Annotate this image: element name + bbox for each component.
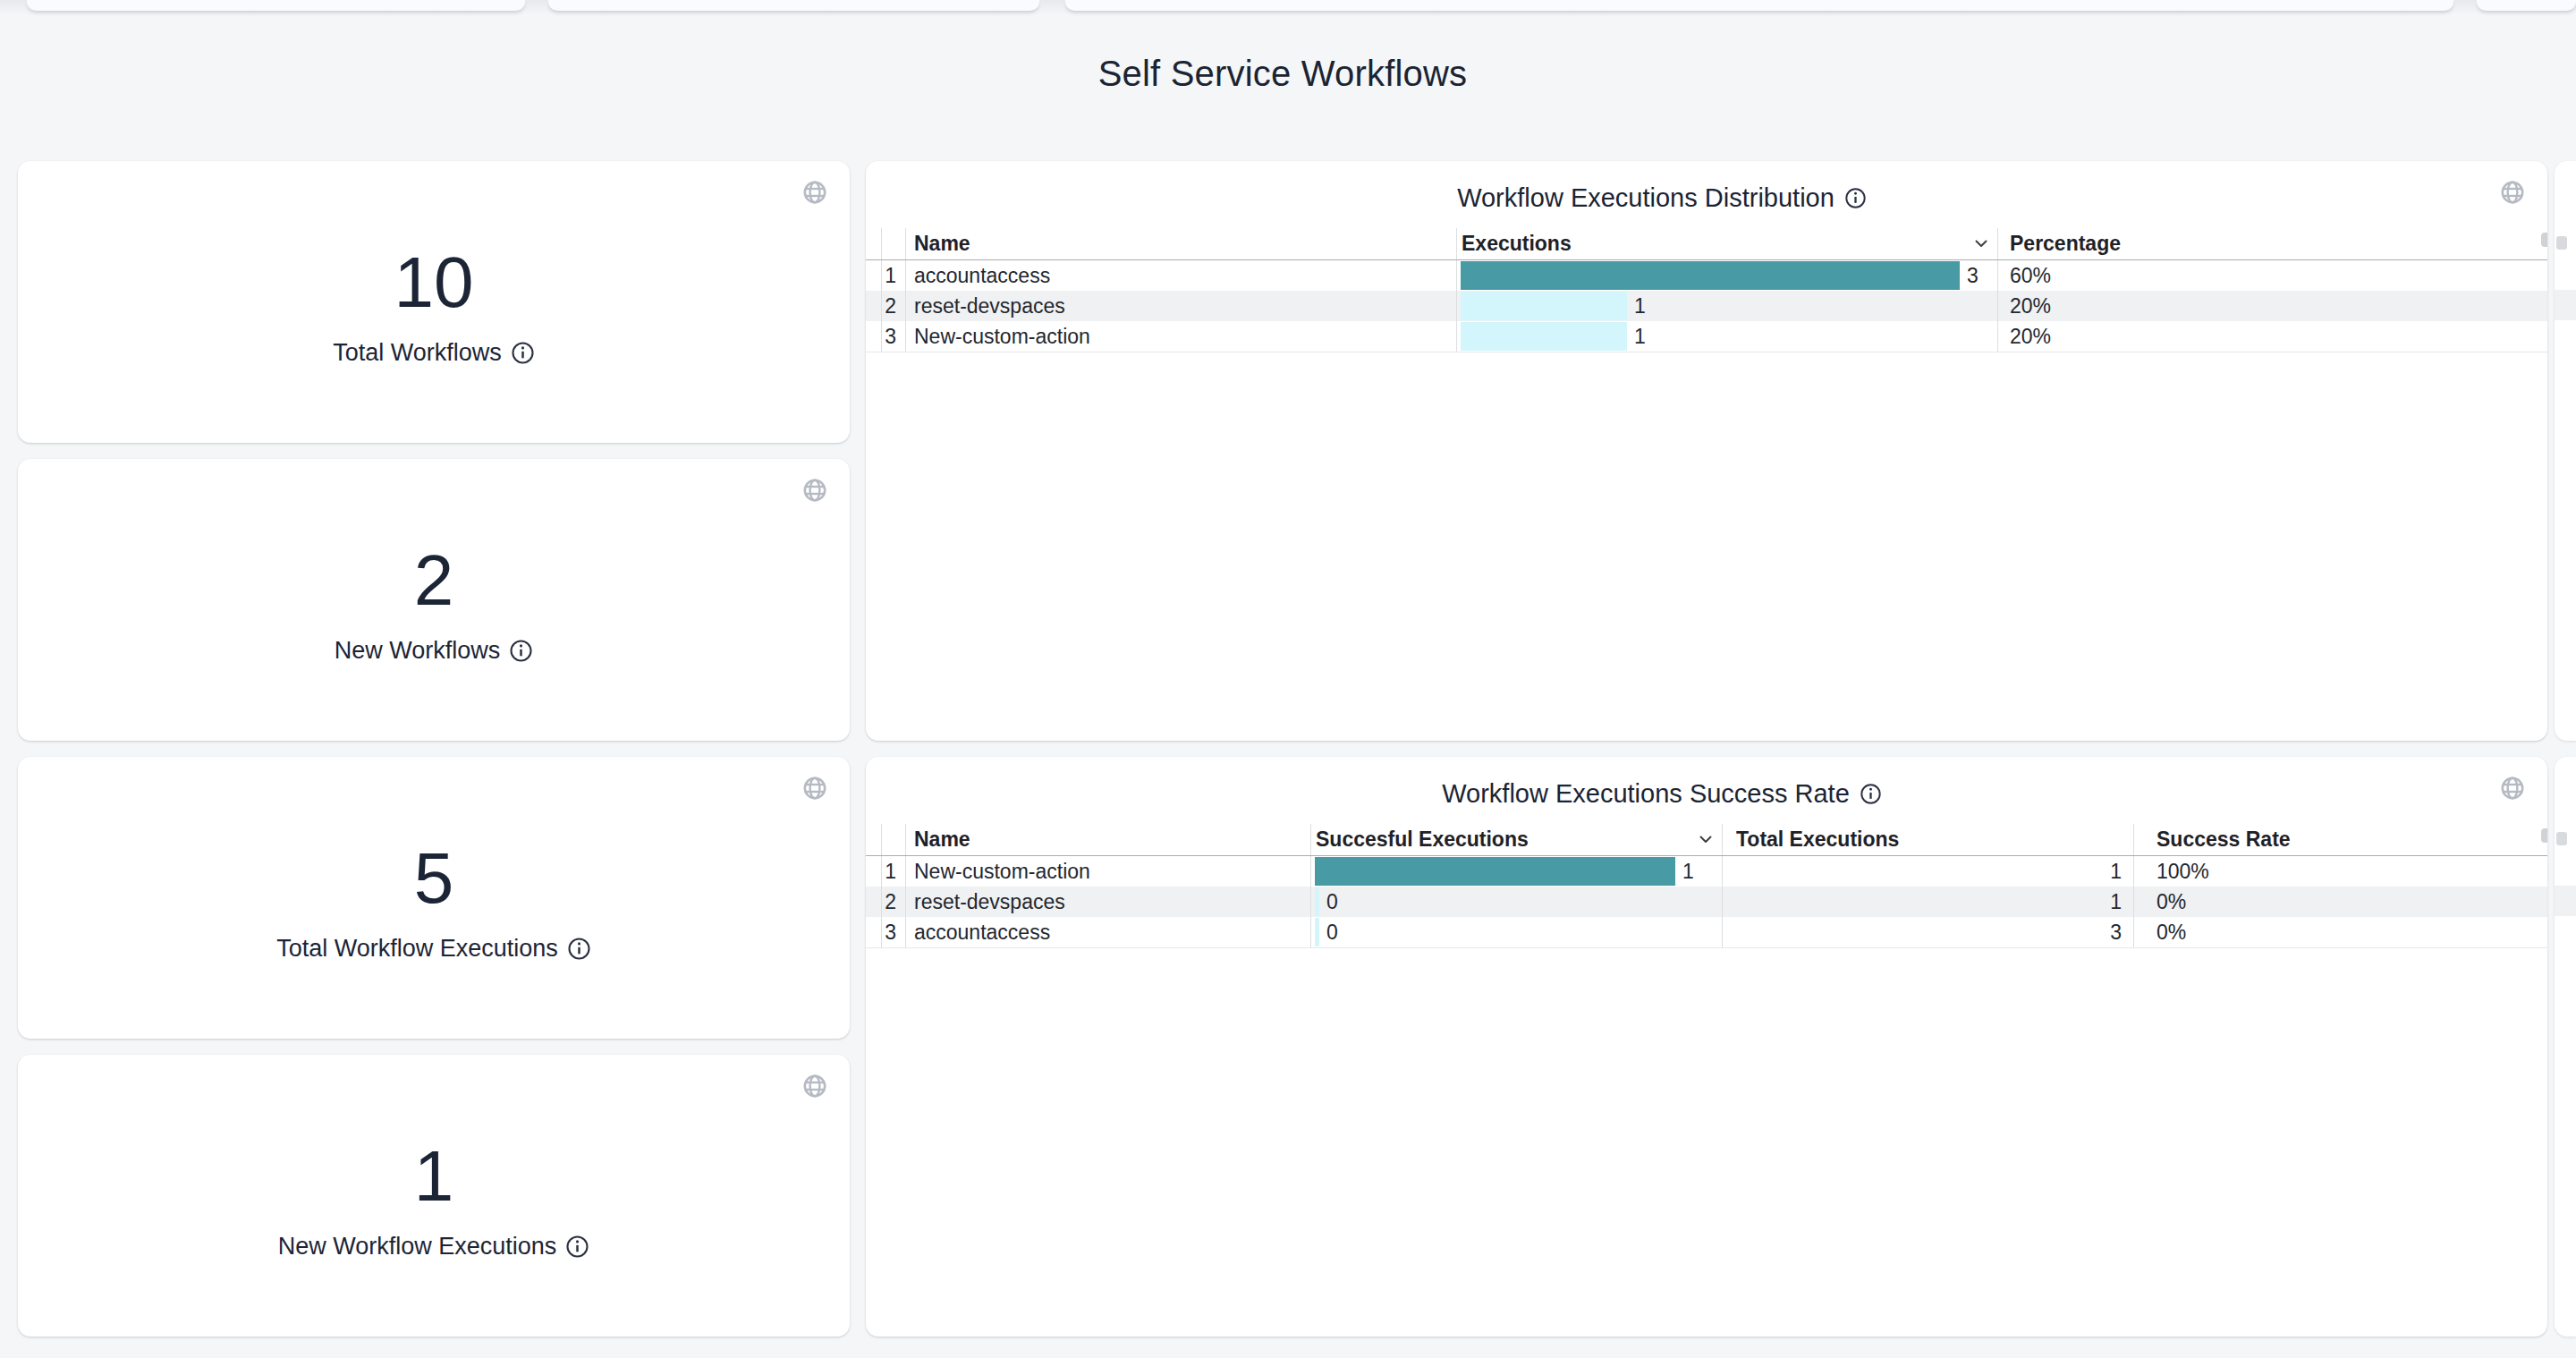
table-header-row: Name Executions Percentage	[866, 228, 2547, 260]
globe-icon[interactable]	[801, 179, 828, 206]
stat-label: Total Workflows	[333, 339, 502, 367]
chevron-down-icon	[1699, 836, 1712, 844]
stat-label-row: New Workflows	[18, 637, 850, 665]
executions-bar	[1461, 292, 1627, 320]
globe-icon[interactable]	[801, 477, 828, 504]
workflow-name: accountaccess	[905, 917, 1310, 947]
row-index: 2	[881, 291, 905, 321]
total-executions-value: 1	[1722, 856, 2133, 887]
successful-executions-bar	[1315, 887, 1319, 916]
stat-value: 2	[18, 545, 850, 616]
cutoff-card-right	[2555, 757, 2576, 1337]
table-row: 3 accountaccess 0 3 0%	[866, 917, 2547, 948]
stat-card-total-workflows: 10 Total Workflows	[18, 161, 850, 443]
info-icon[interactable]	[567, 937, 591, 961]
executions-bar	[1461, 261, 1960, 290]
row-index: 1	[881, 260, 905, 291]
panel-workflow-executions-success-rate: Workflow Executions Success Rate Name Su…	[866, 757, 2547, 1337]
column-header-name[interactable]: Name	[905, 228, 1456, 259]
page-title: Self Service Workflows	[18, 54, 2547, 94]
successful-executions-bar	[1315, 857, 1675, 886]
bar-value: 3	[1967, 264, 1979, 288]
column-header-successful-executions[interactable]: Succesful Executions	[1310, 824, 1722, 855]
executions-bar	[1461, 322, 1627, 351]
table-row: 3 New-custom-action 1 20%	[866, 321, 2547, 352]
table-row: 1 accountaccess 3 60%	[866, 260, 2547, 291]
scrollbar-thumb	[2556, 236, 2567, 250]
info-icon[interactable]	[509, 639, 533, 663]
info-icon[interactable]	[1860, 783, 1882, 805]
total-executions-value: 1	[1722, 887, 2133, 917]
total-executions-value: 3	[1722, 917, 2133, 947]
stat-card-total-workflow-executions: 5 Total Workflow Executions	[18, 757, 850, 1039]
percentage-value: 60%	[1997, 260, 2547, 291]
stat-label: New Workflow Executions	[278, 1233, 557, 1260]
stat-value: 10	[18, 247, 850, 318]
info-icon[interactable]	[1844, 187, 1867, 209]
stat-label-row: Total Workflows	[18, 339, 850, 367]
stat-card-new-workflow-executions: 1 New Workflow Executions	[18, 1055, 850, 1337]
stat-label-row: New Workflow Executions	[18, 1233, 850, 1260]
panel-title: Workflow Executions Success Rate	[1442, 779, 1850, 809]
stat-value: 1	[18, 1141, 850, 1212]
column-header-percentage[interactable]: Percentage	[1997, 228, 2547, 259]
scrollbar-thumb	[2556, 832, 2567, 845]
table-row: 1 New-custom-action 1 1 100%	[866, 856, 2547, 887]
info-icon[interactable]	[511, 341, 535, 365]
stat-value: 5	[18, 843, 850, 914]
success-rate-value: 0%	[2133, 917, 2547, 947]
column-header-total-executions[interactable]: Total Executions	[1722, 824, 2133, 855]
bar-value: 0	[1326, 890, 1338, 914]
table-header-row: Name Succesful Executions Total Executio…	[866, 824, 2547, 856]
success-rate-value: 100%	[2133, 856, 2547, 887]
row-index: 2	[881, 887, 905, 917]
column-header-name[interactable]: Name	[905, 824, 1310, 855]
cutoff-card-edge	[2477, 0, 2576, 11]
distribution-table: Name Executions Percentage 1 accountacce…	[866, 228, 2547, 352]
info-icon[interactable]	[565, 1235, 589, 1259]
globe-icon[interactable]	[2499, 179, 2526, 206]
globe-icon[interactable]	[801, 775, 828, 802]
stat-label: New Workflows	[335, 637, 501, 665]
successful-executions-bar	[1315, 918, 1319, 946]
workflow-name: New-custom-action	[905, 856, 1310, 887]
workflow-name: reset-devspaces	[905, 887, 1310, 917]
bar-value: 1	[1634, 294, 1646, 318]
column-header-success-rate[interactable]: Success Rate	[2133, 824, 2547, 855]
cutoff-card-edge	[1065, 0, 2453, 11]
panel-title-row: Workflow Executions Success Rate	[866, 777, 2458, 811]
percentage-value: 20%	[1997, 321, 2547, 352]
table-row: 2 reset-devspaces 0 1 0%	[866, 887, 2547, 917]
globe-icon[interactable]	[2499, 775, 2526, 802]
success-rate-table: Name Succesful Executions Total Executio…	[866, 824, 2547, 948]
stat-card-new-workflows: 2 New Workflows	[18, 459, 850, 741]
cutoff-card-right	[2555, 161, 2576, 741]
panel-title-row: Workflow Executions Distribution	[866, 181, 2458, 215]
cutoff-card-edge	[548, 0, 1039, 11]
stat-label-row: Total Workflow Executions	[18, 935, 850, 963]
table-row: 2 reset-devspaces 1 20%	[866, 291, 2547, 321]
stat-label: Total Workflow Executions	[276, 935, 558, 963]
workflow-name: New-custom-action	[905, 321, 1456, 352]
row-index: 1	[881, 856, 905, 887]
cutoff-card-edge	[27, 0, 525, 11]
bar-value: 1	[1682, 860, 1694, 884]
panel-workflow-executions-distribution: Workflow Executions Distribution Name Ex…	[866, 161, 2547, 741]
workflow-name: reset-devspaces	[905, 291, 1456, 321]
workflow-name: accountaccess	[905, 260, 1456, 291]
row-index: 3	[881, 321, 905, 352]
row-index: 3	[881, 917, 905, 947]
column-header-executions[interactable]: Executions	[1456, 228, 1997, 259]
globe-icon[interactable]	[801, 1073, 828, 1099]
percentage-value: 20%	[1997, 291, 2547, 321]
chevron-down-icon	[1975, 240, 1987, 248]
bar-value: 1	[1634, 325, 1646, 349]
success-rate-value: 0%	[2133, 887, 2547, 917]
panel-title: Workflow Executions Distribution	[1457, 183, 1835, 213]
bar-value: 0	[1326, 921, 1338, 945]
